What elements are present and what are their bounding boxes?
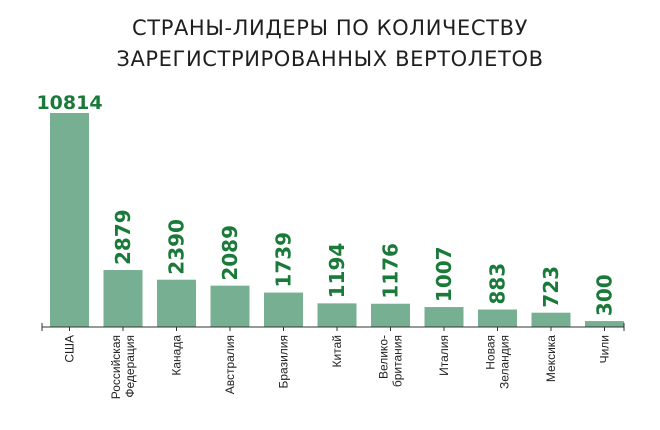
bar [157, 279, 196, 327]
category-label: Австралия [223, 335, 237, 394]
value-label: 2879 [111, 209, 135, 265]
bar [424, 307, 464, 327]
category-label: Канада [170, 335, 184, 376]
chart-title-line-1: СТРАНЫ-ЛИДЕРЫ ПО КОЛИЧЕСТВУ [132, 16, 528, 40]
value-label: 300 [593, 274, 617, 316]
bar [371, 303, 410, 327]
category-label: Велико-британия [377, 335, 405, 387]
bar [317, 303, 357, 327]
category-label: Чили [598, 335, 612, 363]
category-label: Италия [437, 335, 451, 376]
category-label: Китай [330, 335, 344, 367]
category-label: НоваяЗеландия [484, 335, 512, 389]
bar [264, 292, 303, 327]
value-label: 883 [486, 263, 510, 305]
value-label: 1007 [432, 246, 456, 302]
bar [210, 285, 250, 327]
bar [50, 113, 89, 327]
category-label: Мексика [544, 335, 558, 382]
category-label: США [63, 335, 77, 363]
chart-title-line-2: ЗАРЕГИСТРИРОВАННЫХ ВЕРТОЛЕТОВ [116, 47, 544, 71]
value-label: 1739 [272, 232, 296, 288]
bar [103, 270, 143, 327]
value-label: 2390 [165, 219, 189, 275]
category-label: Бразилия [277, 335, 291, 389]
bar [478, 309, 517, 327]
category-label: РоссийскаяФедерация [109, 335, 137, 399]
bar [531, 312, 571, 327]
value-label: 723 [539, 266, 563, 308]
bar [585, 321, 624, 327]
value-label: 2089 [218, 225, 242, 281]
value-label: 10814 [36, 92, 102, 114]
value-label: 1194 [325, 243, 349, 299]
value-label: 1176 [379, 243, 403, 299]
